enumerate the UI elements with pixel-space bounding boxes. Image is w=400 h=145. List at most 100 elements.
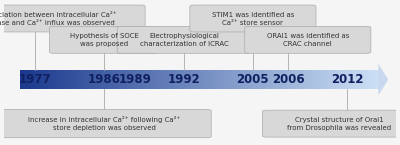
Bar xyxy=(143,70,144,89)
Bar xyxy=(161,70,162,89)
Bar xyxy=(45,70,46,89)
Bar xyxy=(196,70,197,89)
Bar xyxy=(226,70,228,89)
Bar xyxy=(145,70,147,89)
Bar xyxy=(249,70,251,89)
Bar xyxy=(124,70,125,89)
Bar xyxy=(254,70,256,89)
Bar xyxy=(291,70,293,89)
Text: Crystal structure of Orai1
from Drosophila was revealed: Crystal structure of Orai1 from Drosophi… xyxy=(287,117,391,131)
Bar xyxy=(33,70,34,89)
Bar xyxy=(358,70,360,89)
Bar xyxy=(344,70,345,89)
Bar xyxy=(108,70,110,89)
Bar xyxy=(164,70,166,89)
Bar xyxy=(63,70,64,89)
Bar xyxy=(64,70,66,89)
Bar xyxy=(340,70,342,89)
Bar xyxy=(376,70,378,89)
Bar xyxy=(223,70,224,89)
Bar xyxy=(106,70,107,89)
Bar xyxy=(35,70,37,89)
Bar xyxy=(242,70,244,89)
Bar xyxy=(314,70,315,89)
Bar xyxy=(350,70,351,89)
Bar xyxy=(277,70,278,89)
Bar xyxy=(156,70,158,89)
Text: ORAI1 was identified as
CRAC channel: ORAI1 was identified as CRAC channel xyxy=(267,33,349,47)
Bar xyxy=(324,70,326,89)
Bar xyxy=(74,70,75,89)
Bar xyxy=(333,70,334,89)
Bar xyxy=(216,70,217,89)
Bar xyxy=(103,70,105,89)
Bar xyxy=(290,70,292,89)
Text: 2005: 2005 xyxy=(237,73,269,86)
Bar xyxy=(142,70,143,89)
Bar xyxy=(131,70,132,89)
Bar xyxy=(252,70,253,89)
Bar xyxy=(28,70,30,89)
Bar xyxy=(167,70,168,89)
Bar xyxy=(86,70,87,89)
Bar xyxy=(51,70,52,89)
Bar xyxy=(285,70,287,89)
Bar xyxy=(95,70,96,89)
Bar xyxy=(284,70,286,89)
Bar xyxy=(327,70,328,89)
Bar xyxy=(219,70,221,89)
Bar xyxy=(22,70,24,89)
Bar xyxy=(84,70,86,89)
Bar xyxy=(364,70,366,89)
Bar xyxy=(169,70,171,89)
Bar xyxy=(312,70,313,89)
Bar xyxy=(121,70,123,89)
Bar xyxy=(46,70,48,89)
Bar xyxy=(351,70,352,89)
Bar xyxy=(374,70,375,89)
Bar xyxy=(78,70,80,89)
Bar xyxy=(341,70,343,89)
Bar xyxy=(48,70,50,89)
Bar xyxy=(250,70,252,89)
Bar xyxy=(66,70,68,89)
Bar xyxy=(213,70,215,89)
Bar xyxy=(65,70,67,89)
Bar xyxy=(310,70,312,89)
Bar xyxy=(271,70,272,89)
Bar xyxy=(248,70,250,89)
Bar xyxy=(139,70,141,89)
Bar xyxy=(97,70,99,89)
Bar xyxy=(369,70,370,89)
Bar xyxy=(359,70,361,89)
Bar xyxy=(188,70,190,89)
Bar xyxy=(107,70,108,89)
Bar xyxy=(336,70,338,89)
Bar xyxy=(100,70,101,89)
Bar xyxy=(39,70,40,89)
Bar xyxy=(280,70,282,89)
Bar xyxy=(265,70,266,89)
Bar xyxy=(98,70,100,89)
Bar xyxy=(228,70,229,89)
Bar xyxy=(191,70,192,89)
Bar xyxy=(354,70,356,89)
Bar xyxy=(229,70,230,89)
Bar xyxy=(21,70,22,89)
Bar xyxy=(127,70,129,89)
Bar xyxy=(313,70,314,89)
Bar xyxy=(27,70,28,89)
Bar xyxy=(119,70,120,89)
Bar xyxy=(298,70,300,89)
Bar xyxy=(268,70,270,89)
FancyBboxPatch shape xyxy=(117,26,252,53)
Bar xyxy=(30,70,32,89)
Bar xyxy=(77,70,79,89)
Bar xyxy=(24,70,26,89)
Bar xyxy=(104,70,106,89)
Bar xyxy=(173,70,174,89)
Bar xyxy=(182,70,184,89)
Bar xyxy=(377,70,379,89)
Bar xyxy=(348,70,350,89)
Bar xyxy=(372,70,374,89)
